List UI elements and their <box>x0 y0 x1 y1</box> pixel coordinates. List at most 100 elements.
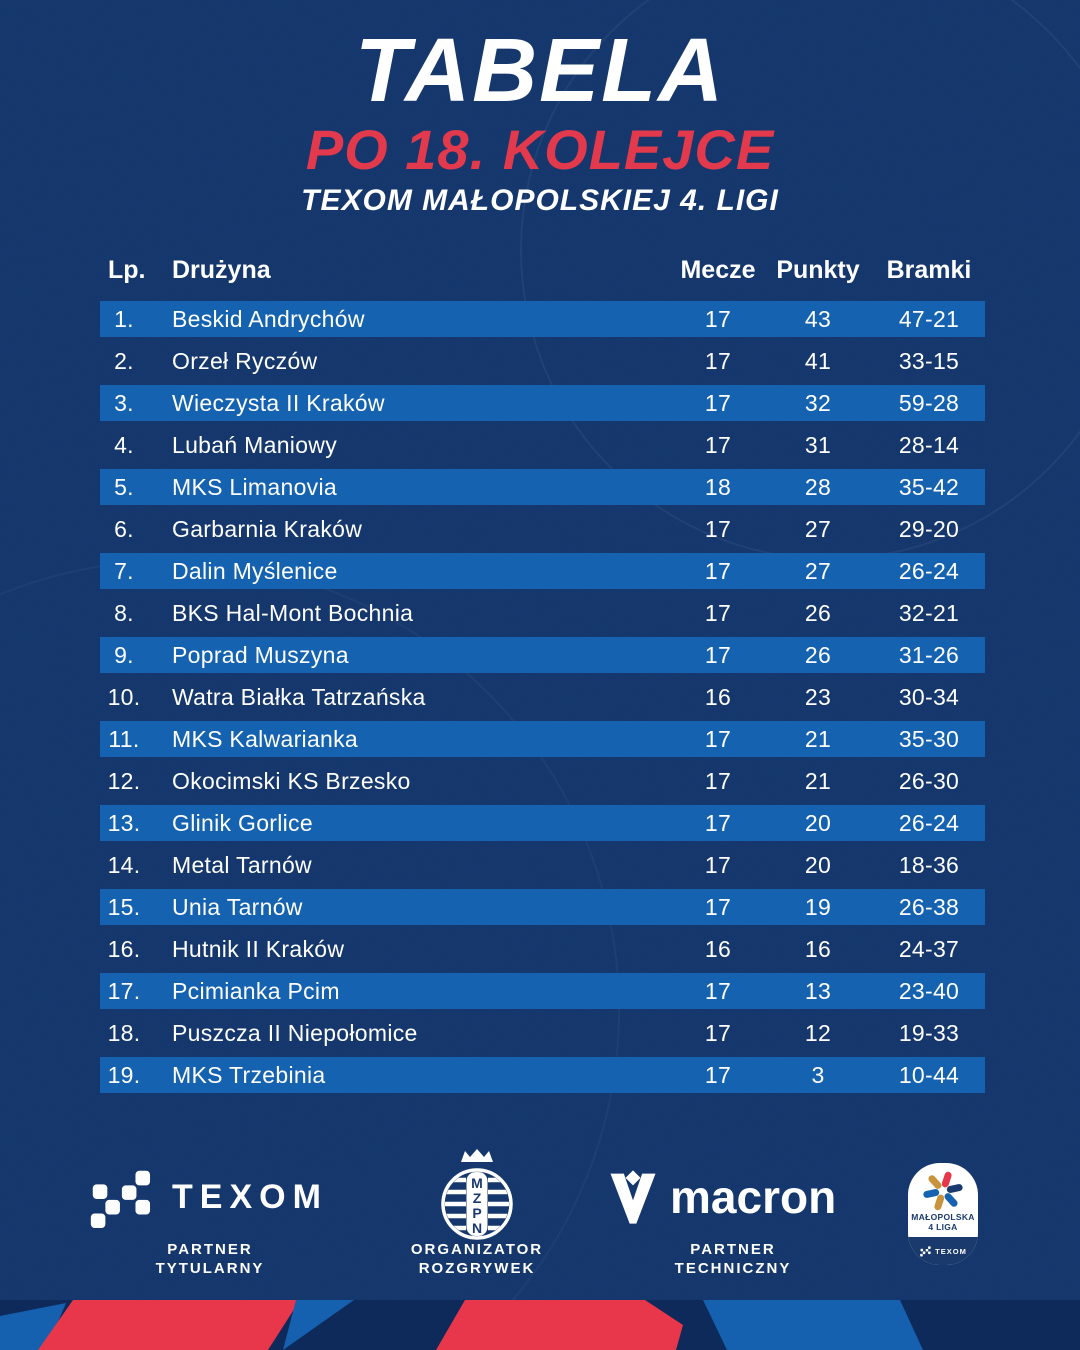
row-matches: 17 <box>704 389 732 416</box>
row-team: Watra Białka Tatrzańska <box>172 683 426 710</box>
row-matches: 17 <box>704 347 732 374</box>
row-matches: 17 <box>704 641 732 668</box>
column-header-lp: Lp. <box>108 255 146 284</box>
row-points: 27 <box>804 515 832 542</box>
mzpn-letter: N <box>472 1220 482 1236</box>
row-matches: 17 <box>704 725 732 752</box>
table-row: 6. Garbarnia Kraków 17 27 29-20 <box>100 511 985 547</box>
row-position: 2. <box>114 347 134 374</box>
row-matches: 16 <box>704 683 732 710</box>
table-row: 8. BKS Hal-Mont Bochnia 17 26 32-21 <box>100 595 985 631</box>
row-goals: 33-15 <box>898 347 960 374</box>
row-matches: 17 <box>704 515 732 542</box>
row-matches: 17 <box>704 851 732 878</box>
row-position: 15. <box>107 893 141 920</box>
row-goals: 23-40 <box>898 977 960 1004</box>
row-matches: 16 <box>704 935 732 962</box>
row-position: 3. <box>114 389 134 416</box>
row-position: 5. <box>114 473 134 500</box>
row-team: Hutnik II Kraków <box>172 935 345 962</box>
macron-partner-logo: macron <box>608 1164 858 1230</box>
row-goals: 30-34 <box>898 683 960 710</box>
row-points: 27 <box>804 557 832 584</box>
texom-logo-icon <box>90 1170 151 1229</box>
page-title: TABELA <box>354 21 726 121</box>
badge-sponsor-name: TEXOM <box>935 1246 967 1256</box>
row-goals: 26-30 <box>898 767 960 794</box>
row-matches: 17 <box>704 767 732 794</box>
mzpn-caption: ORGANIZATOR ROZGRYWEK <box>410 1241 544 1277</box>
table-row: 4. Lubań Maniowy 17 31 28-14 <box>100 427 985 463</box>
row-team: MKS Trzebinia <box>172 1061 326 1088</box>
row-points: 16 <box>804 935 832 962</box>
row-team: MKS Limanovia <box>172 473 337 500</box>
row-goals: 26-38 <box>898 893 960 920</box>
row-position: 12. <box>107 767 141 794</box>
row-position: 19. <box>107 1061 141 1088</box>
row-team: Dalin Myślenice <box>172 557 338 584</box>
table-row: 7. Dalin Myślenice 17 27 26-24 <box>100 553 985 589</box>
row-position: 6. <box>114 515 134 542</box>
table-row: 17. Pcimianka Pcim 17 13 23-40 <box>100 973 985 1009</box>
row-team: Okocimski KS Brzesko <box>172 767 411 794</box>
row-matches: 17 <box>704 809 732 836</box>
table-row: 1. Beskid Andrychów 17 43 47-21 <box>100 301 985 337</box>
row-team: Pcimianka Pcim <box>172 977 340 1004</box>
row-goals: 18-36 <box>898 851 960 878</box>
row-goals: 31-26 <box>898 641 960 668</box>
table-row: 13. Glinik Gorlice 17 20 26-24 <box>100 805 985 841</box>
mzpn-letter: P <box>472 1205 481 1221</box>
row-team: Puszcza II Niepołomice <box>172 1019 418 1046</box>
row-team: Metal Tarnów <box>172 851 312 878</box>
row-points: 32 <box>804 389 832 416</box>
table-row: 10. Watra Białka Tatrzańska 16 23 30-34 <box>100 679 985 715</box>
row-goals: 47-21 <box>898 305 960 332</box>
mzpn-crest-icon: M Z P N <box>441 1149 513 1240</box>
row-team: Glinik Gorlice <box>172 809 313 836</box>
row-points: 12 <box>804 1019 832 1046</box>
bottom-decorative-band <box>0 1300 1080 1350</box>
texom-wordmark: TEXOM <box>172 1177 328 1216</box>
table-row: 18. Puszcza II Niepołomice 17 12 19-33 <box>100 1015 985 1051</box>
row-position: 11. <box>108 725 140 752</box>
malopolska-4liga-badge: MAŁOPOLSKA 4 LIGA TEXOM <box>908 1163 978 1265</box>
row-points: 20 <box>804 851 832 878</box>
standings-body: 1. Beskid Andrychów 17 43 47-21 2. Orzeł… <box>100 301 985 1093</box>
row-team: Wieczysta II Kraków <box>172 389 385 416</box>
table-row: 5. MKS Limanovia 18 28 35-42 <box>100 469 985 505</box>
table-row: 12. Okocimski KS Brzesko 17 21 26-30 <box>100 763 985 799</box>
row-goals: 32-21 <box>898 599 960 626</box>
row-position: 13. <box>107 809 141 836</box>
row-team: Unia Tarnów <box>172 893 303 920</box>
row-points: 31 <box>804 431 832 458</box>
column-header-goals: Bramki <box>886 255 972 284</box>
row-position: 1. <box>114 305 134 332</box>
row-goals: 24-37 <box>898 935 960 962</box>
mzpn-letter: Z <box>473 1190 482 1206</box>
row-points: 41 <box>804 347 832 374</box>
row-goals: 35-42 <box>898 473 960 500</box>
row-points: 21 <box>804 725 832 752</box>
row-matches: 17 <box>704 557 732 584</box>
column-header-matches: Mecze <box>680 255 756 284</box>
row-matches: 18 <box>704 473 732 500</box>
row-goals: 26-24 <box>898 809 960 836</box>
row-position: 14. <box>107 851 141 878</box>
row-points: 13 <box>804 977 832 1004</box>
row-goals: 29-20 <box>898 515 960 542</box>
row-matches: 17 <box>704 431 732 458</box>
row-points: 3 <box>811 1061 825 1088</box>
row-team: Lubań Maniowy <box>172 431 338 458</box>
table-row: 9. Poprad Muszyna 17 26 31-26 <box>100 637 985 673</box>
texom-partner-logo: TEXOM <box>84 1164 336 1230</box>
texom-logo-icon <box>920 1246 931 1257</box>
row-position: 17. <box>107 977 141 1004</box>
standings-table: Lp. Drużyna Mecze Punkty Bramki 1. Beski… <box>100 248 985 1099</box>
row-matches: 17 <box>704 305 732 332</box>
row-points: 23 <box>804 683 832 710</box>
table-row: 19. MKS Trzebinia 17 3 10-44 <box>100 1057 985 1093</box>
row-matches: 17 <box>704 1019 732 1046</box>
row-position: 16. <box>107 935 141 962</box>
row-points: 19 <box>804 893 832 920</box>
